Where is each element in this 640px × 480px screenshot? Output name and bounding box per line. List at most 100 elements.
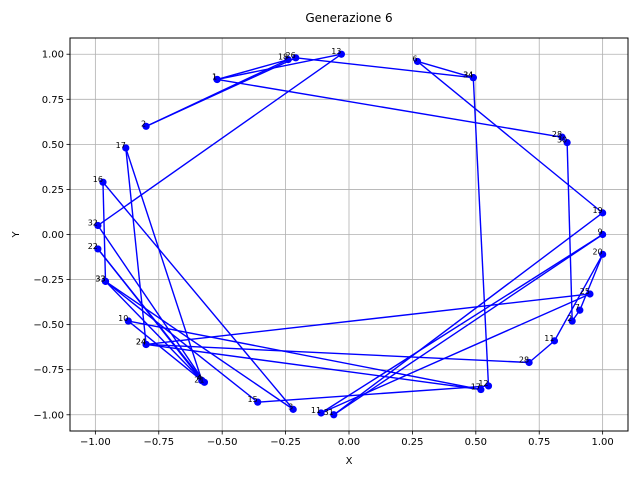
y-tick-label: 0.00 <box>42 230 64 241</box>
route-segment <box>216 78 563 138</box>
route-point <box>122 144 130 152</box>
point-label: 10 <box>118 314 128 323</box>
x-tick-label: −0.25 <box>270 437 301 448</box>
y-tick-label: −1.00 <box>33 410 64 421</box>
x-tick-label: 0.25 <box>401 437 423 448</box>
point-label: 1 <box>212 72 217 81</box>
route-segment <box>553 253 604 342</box>
route-point <box>142 340 150 349</box>
route-segment <box>145 343 481 391</box>
x-tick-label: −0.50 <box>207 437 238 448</box>
y-tick-label: −0.75 <box>33 365 64 376</box>
point-label: 13 <box>331 47 341 56</box>
route-segment <box>145 57 297 127</box>
route-segment <box>333 233 604 416</box>
y-tick-label: −0.25 <box>33 275 64 286</box>
route-point <box>576 306 584 314</box>
route-segment <box>127 320 203 382</box>
y-tick-label: 0.75 <box>42 95 64 106</box>
route-point <box>525 358 533 367</box>
route-segment <box>125 147 203 381</box>
point-label: 7 <box>575 303 580 312</box>
route-point <box>94 245 102 253</box>
route-point <box>477 385 485 394</box>
y-tick-label: 0.50 <box>42 140 64 151</box>
route-point <box>558 133 566 141</box>
route-point <box>198 376 206 385</box>
route-point <box>213 75 221 84</box>
route-point <box>330 411 338 419</box>
point-label: 21 <box>194 375 204 384</box>
point-label: 26 <box>286 51 296 60</box>
point-label: 2 <box>141 119 146 128</box>
route-point <box>599 209 607 217</box>
route-point <box>317 409 325 417</box>
route-segment <box>128 320 482 391</box>
point-label: 24 <box>136 337 146 346</box>
route-point <box>124 317 132 325</box>
route-point <box>101 277 110 285</box>
route-segment <box>97 225 206 383</box>
x-tick-label: 0.50 <box>465 437 487 448</box>
point-label: 25 <box>580 287 590 296</box>
route-segment <box>320 233 604 414</box>
route-lines <box>97 53 604 416</box>
point-label: 4 <box>197 374 202 383</box>
point-label: 33 <box>95 274 105 283</box>
x-axis-label: X <box>346 456 353 467</box>
route-point <box>142 122 150 130</box>
point-label: 24 <box>136 337 146 346</box>
route-segment <box>97 53 342 227</box>
route-segment <box>105 280 259 403</box>
point-label: 31 <box>324 408 334 417</box>
x-tick-label: 0.00 <box>338 437 360 448</box>
route-point <box>284 56 292 64</box>
axis-ticks: −1.00 −0.75 −0.50 −0.25 0.00 0.25 0.50 0.75 1.00… <box>33 50 613 448</box>
point-label: 9 <box>598 228 603 237</box>
route-point <box>289 405 297 413</box>
point-label: 2 <box>567 314 572 323</box>
route-point <box>484 382 493 390</box>
point-labels: 1133221224333163315123461931911252417104… <box>88 47 603 417</box>
route-point <box>413 57 422 66</box>
point-label: 15 <box>248 395 258 404</box>
point-label: 12 <box>478 379 488 388</box>
route-segment <box>125 147 147 345</box>
point-label: 11 <box>311 406 321 415</box>
route-segment <box>102 181 294 410</box>
point-label: 28 <box>519 355 529 364</box>
route-segment <box>257 385 489 403</box>
x-tick-label: −0.75 <box>143 437 174 448</box>
route-segment <box>295 57 474 79</box>
route-segment <box>333 212 604 416</box>
chart-title: Generazione 6 <box>305 11 392 25</box>
route-point <box>254 398 262 406</box>
route-segment <box>566 142 573 322</box>
y-tick-label: 0.25 <box>42 185 64 196</box>
route-segment <box>105 280 203 382</box>
point-label: 34 <box>463 71 473 80</box>
point-label: 6 <box>412 54 417 63</box>
point-label: 18 <box>278 53 288 62</box>
route-segment <box>105 280 294 410</box>
point-label: 4 <box>197 374 202 383</box>
point-label: 17 <box>471 383 481 392</box>
route-point <box>568 317 576 325</box>
point-label: 34 <box>463 71 473 80</box>
route-segment <box>579 254 604 311</box>
route-point <box>94 221 102 230</box>
route-points <box>94 50 607 419</box>
route-point <box>599 230 607 239</box>
route-point <box>99 178 107 186</box>
y-tick-label: 1.00 <box>42 50 64 61</box>
point-label: 22 <box>88 242 98 251</box>
route-point <box>563 138 571 147</box>
point-label: 32 <box>88 218 98 227</box>
route-point <box>599 250 607 258</box>
route-point <box>292 54 300 62</box>
route-segment <box>146 343 530 364</box>
point-label: 16 <box>93 175 103 184</box>
route-segment <box>528 340 555 364</box>
point-label: 30 <box>557 136 567 145</box>
